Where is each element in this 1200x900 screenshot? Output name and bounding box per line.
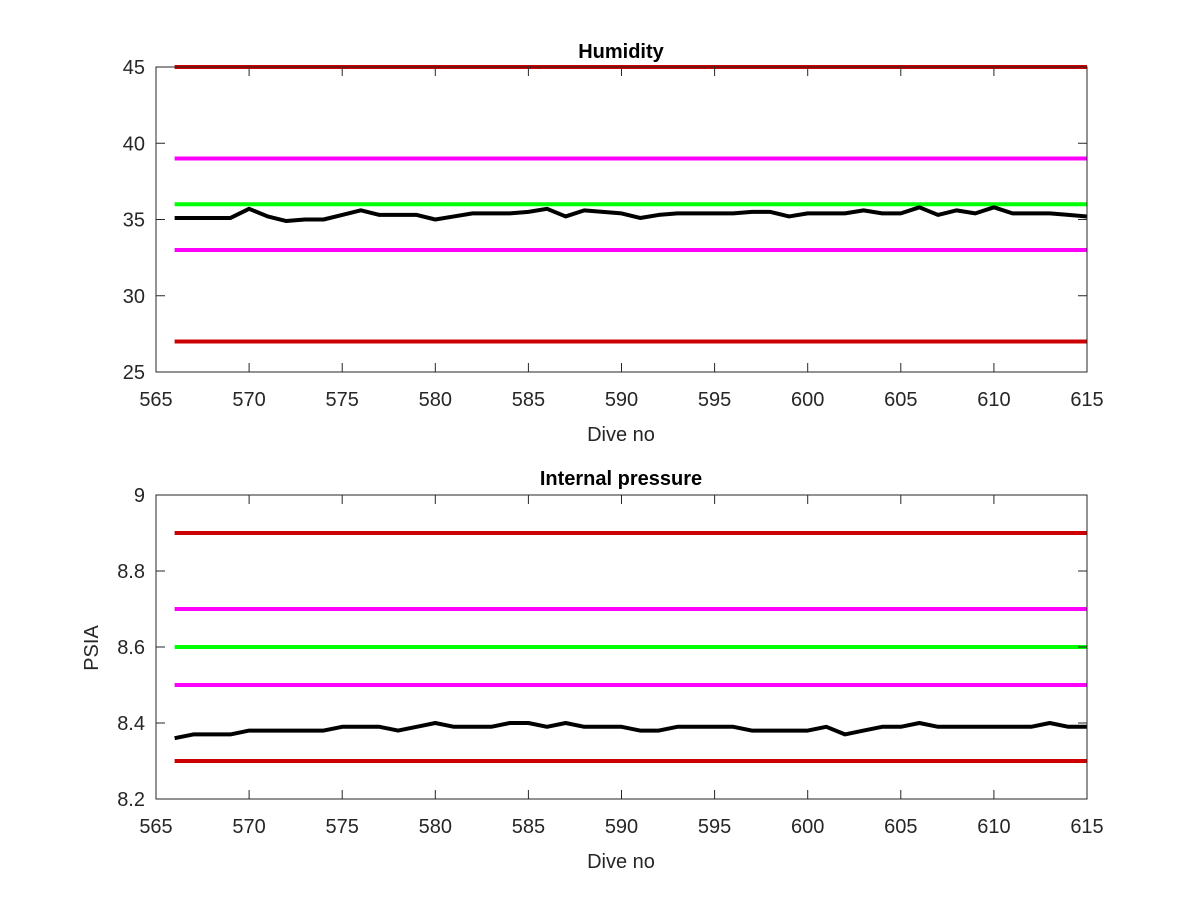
x-axis-label: Dive no	[587, 851, 655, 873]
x-tick-label: 605	[884, 816, 917, 838]
x-tick-label: 585	[512, 389, 545, 411]
x-axis-label: Dive no	[587, 424, 655, 446]
x-tick-label: 590	[605, 389, 638, 411]
y-tick-label: 25	[123, 362, 145, 384]
x-tick-label: 585	[512, 816, 545, 838]
y-tick-label: 8.4	[117, 713, 145, 735]
y-tick-label: 8.8	[117, 561, 145, 583]
series-line	[174, 205, 1088, 224]
x-tick-label: 570	[232, 816, 265, 838]
y-tick-label: 8.6	[117, 637, 145, 659]
y-tick-label: 9	[134, 485, 145, 507]
x-tick-label: 580	[419, 816, 452, 838]
x-tick-label: 615	[1070, 816, 1103, 838]
y-tick-label: 30	[123, 286, 145, 308]
y-tick-label: 45	[123, 57, 145, 79]
x-tick-label: 595	[698, 816, 731, 838]
x-tick-label: 610	[977, 816, 1010, 838]
x-tick-label: 615	[1070, 389, 1103, 411]
y-tick-label: 40	[123, 133, 145, 155]
humidity-panel: Humidity Dive no 565 570 575 580 585 590 595 60…	[123, 41, 1104, 446]
series-line	[174, 721, 1087, 741]
x-tick-label: 580	[419, 389, 452, 411]
y-tick-label: 8.2	[117, 789, 145, 811]
chart-title: Humidity	[578, 41, 664, 63]
x-tick-label: 565	[139, 816, 172, 838]
x-tick-label: 600	[791, 816, 824, 838]
internal-pressure-panel: Internal pressure Dive no PSIA 565 570 575…	[81, 468, 1104, 873]
x-tick-label: 590	[605, 816, 638, 838]
x-tick-label: 605	[884, 389, 917, 411]
y-tick-label: 35	[123, 210, 145, 232]
x-tick-label: 570	[232, 389, 265, 411]
x-tick-label: 610	[977, 389, 1010, 411]
x-tick-label: 565	[139, 389, 172, 411]
x-tick-label: 575	[326, 816, 359, 838]
chart-title: Internal pressure	[540, 468, 702, 490]
x-tick-label: 600	[791, 389, 824, 411]
x-tick-label: 595	[698, 389, 731, 411]
y-axis-label: PSIA	[81, 625, 103, 671]
x-tick-label: 575	[326, 389, 359, 411]
